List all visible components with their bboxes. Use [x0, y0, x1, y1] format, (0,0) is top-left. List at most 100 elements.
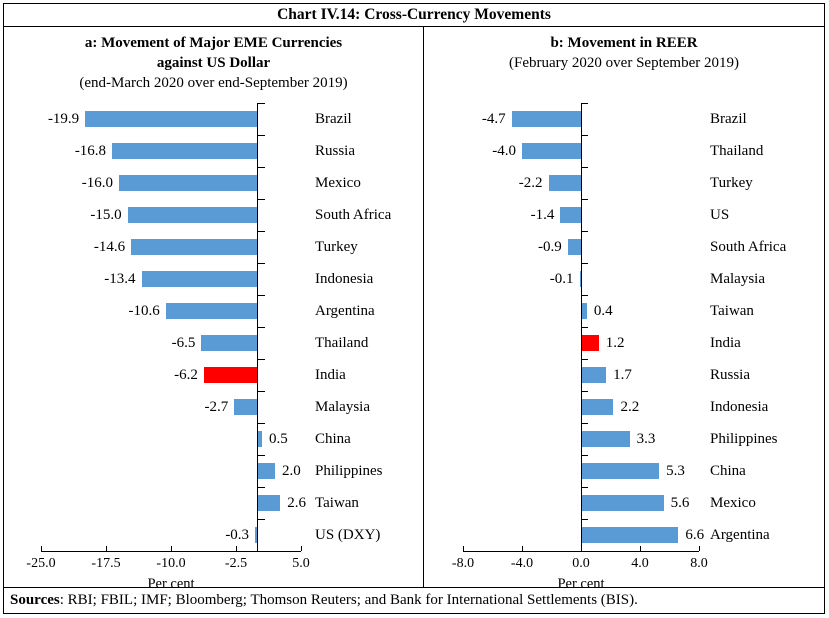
value-axis-tick-label: -10.0 — [156, 556, 186, 571]
category-label-taiwan: Taiwan — [710, 303, 754, 319]
bar-value-label-thailand: -6.5 — [171, 335, 196, 351]
category-axis-tick — [257, 167, 265, 168]
category-axis-tick — [257, 391, 265, 392]
bar-taiwan — [257, 495, 281, 511]
value-axis-tick — [462, 546, 464, 551]
category-axis-tick — [257, 519, 265, 520]
value-axis-tick-label: 4.0 — [631, 556, 649, 571]
category-label-mexico: Mexico — [710, 495, 756, 511]
value-axis-title: Per cent — [147, 576, 195, 592]
category-axis-tick — [257, 327, 265, 328]
value-axis-tick-label: -17.5 — [91, 556, 121, 571]
bar-value-label-china: 5.3 — [666, 463, 685, 479]
plot-b: -4.7 Brazil -4.0 Thailand -2.2 Turkey -1.4 US -0… — [424, 103, 824, 593]
bar-mexico — [119, 175, 258, 191]
bar-china — [257, 431, 262, 447]
category-label-philippines: Philippines — [315, 463, 383, 479]
category-axis-tick — [257, 455, 265, 456]
bar-taiwan — [581, 303, 587, 319]
category-label-malaysia: Malaysia — [710, 271, 765, 287]
value-axis-tick — [698, 546, 700, 551]
category-label-indonesia: Indonesia — [710, 399, 769, 415]
value-axis-title: Per cent — [557, 576, 605, 592]
bar-indonesia — [141, 271, 258, 287]
bar-brazil — [85, 111, 258, 127]
bar-indonesia — [581, 399, 614, 415]
bar-india — [581, 335, 599, 351]
bar-value-label-malaysia: -2.7 — [204, 399, 229, 415]
category-label-brazil: Brazil — [710, 111, 747, 127]
panel-b-subtitle: (February 2020 over September 2019) — [509, 55, 739, 71]
bar-philippines — [581, 431, 630, 447]
bar-india — [203, 367, 258, 383]
bar-south-africa — [127, 207, 258, 223]
value-axis-tick — [580, 546, 582, 551]
panel-b-reer: b: Movement in REER (February 2020 over … — [424, 27, 824, 592]
category-axis-tick — [581, 359, 588, 360]
bar-brazil — [511, 111, 581, 127]
charts-row: a: Movement of Major EME Currencies agai… — [4, 27, 824, 592]
bar-value-label-mexico: 5.6 — [670, 495, 690, 511]
sources-text: : RBI; FBIL; IMF; Bloomberg; Thomson Reu… — [59, 592, 638, 608]
category-axis-tick — [581, 103, 588, 104]
panel-a-subtitle: (end-March 2020 over end-September 2019) — [79, 75, 348, 91]
bar-value-label-russia: 1.7 — [613, 367, 632, 383]
chart-main-title: Chart IV.14: Cross-Currency Movements — [4, 4, 824, 27]
bar-value-label-philippines: 2.0 — [282, 463, 301, 479]
category-axis-tick — [581, 295, 588, 296]
bar-turkey — [131, 239, 258, 255]
category-label-india: India — [710, 335, 741, 351]
value-axis-tick-label: -8.0 — [451, 556, 475, 571]
panel-a-titles: a: Movement of Major EME Currencies agai… — [4, 27, 423, 103]
category-label-us: US — [710, 207, 730, 223]
category-label-taiwan: Taiwan — [315, 495, 359, 511]
bar-turkey — [548, 175, 581, 191]
category-axis-tick — [581, 135, 588, 136]
category-label-brazil: Brazil — [315, 111, 352, 127]
bar-malaysia — [234, 399, 258, 415]
value-axis-tick — [40, 546, 42, 551]
category-axis-tick — [257, 231, 265, 232]
bar-value-label-us: -1.4 — [530, 207, 555, 223]
category-label-thailand: Thailand — [710, 143, 764, 159]
bar-china — [581, 463, 660, 479]
category-axis-tick — [581, 199, 588, 200]
bar-value-label-russia: -16.8 — [74, 143, 107, 159]
bar-value-label-india: -6.2 — [174, 367, 198, 383]
value-axis-tick-label: 0.0 — [572, 556, 590, 571]
bar-thailand — [201, 335, 258, 351]
bar-value-label-brazil: -4.7 — [481, 111, 506, 127]
bar-value-label-indonesia: -13.4 — [104, 271, 136, 287]
category-axis-tick — [581, 423, 588, 424]
category-axis-tick — [581, 231, 588, 232]
bar-philippines — [257, 463, 275, 479]
bar-value-label-brazil: -19.9 — [47, 111, 80, 127]
value-axis-tick-label: -2.5 — [224, 556, 248, 571]
bar-value-label-india: 1.2 — [605, 335, 625, 351]
bar-value-label-argentina: 6.6 — [685, 527, 705, 543]
panel-a-title-line1: a: Movement of Major EME Currencies — [84, 35, 343, 51]
category-axis-tick — [257, 487, 265, 488]
panel-a-eme-currencies: a: Movement of Major EME Currencies agai… — [4, 27, 424, 592]
panel-b-title-line1: b: Movement in REER — [550, 35, 698, 51]
category-label-china: China — [710, 463, 746, 479]
bar-value-label-malaysia: -0.1 — [549, 271, 574, 287]
category-axis-tick — [257, 199, 265, 200]
bar-thailand — [522, 143, 581, 159]
bar-value-label-indonesia: 2.2 — [620, 399, 640, 415]
bar-argentina — [165, 303, 258, 319]
value-axis — [41, 551, 301, 552]
bar-value-label-mexico: -16.0 — [81, 175, 113, 191]
category-axis-tick — [257, 423, 265, 424]
category-label-turkey: Turkey — [315, 239, 358, 255]
value-axis — [463, 551, 699, 552]
category-axis-tick — [581, 167, 588, 168]
bar-value-label-philippines: 3.3 — [636, 431, 656, 447]
bar-value-label-china: 0.5 — [269, 431, 288, 447]
category-axis-tick — [581, 519, 588, 520]
value-axis-tick-label: -4.0 — [510, 556, 534, 571]
category-axis-tick — [257, 103, 265, 104]
category-label-south-africa: South Africa — [710, 239, 787, 255]
category-axis-tick — [581, 391, 588, 392]
bar-russia — [581, 367, 607, 383]
